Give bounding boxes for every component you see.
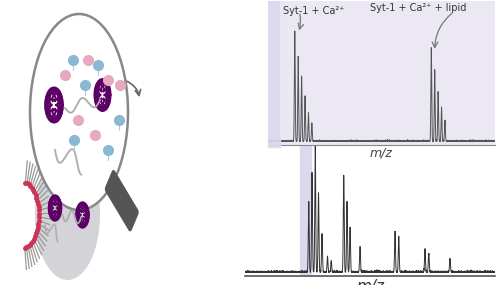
Bar — [300, 134, 311, 276]
Text: Syt-1 + Ca²⁺ + lipid: Syt-1 + Ca²⁺ + lipid — [370, 3, 466, 13]
X-axis label: m/z: m/z — [356, 279, 384, 285]
Text: Syt-1 + Ca²⁺: Syt-1 + Ca²⁺ — [284, 6, 345, 16]
Circle shape — [35, 150, 100, 280]
Bar — [268, 1, 279, 145]
FancyBboxPatch shape — [106, 170, 138, 231]
X-axis label: m/z: m/z — [370, 147, 392, 160]
Circle shape — [30, 14, 128, 210]
